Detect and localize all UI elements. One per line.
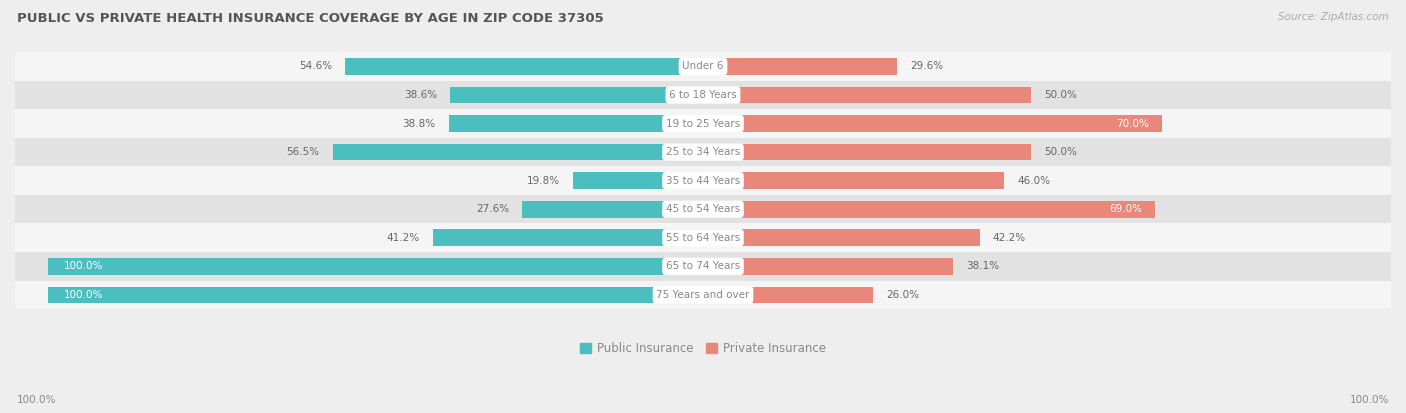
Bar: [15, 195, 1391, 223]
Bar: [574, 172, 703, 189]
Legend: Public Insurance, Private Insurance: Public Insurance, Private Insurance: [575, 337, 831, 360]
Text: 29.6%: 29.6%: [910, 62, 943, 71]
Text: 100.0%: 100.0%: [17, 395, 56, 405]
Bar: [48, 258, 703, 275]
Text: 35 to 44 Years: 35 to 44 Years: [666, 176, 740, 186]
Text: Source: ZipAtlas.com: Source: ZipAtlas.com: [1278, 12, 1389, 22]
Text: 50.0%: 50.0%: [1043, 90, 1077, 100]
Bar: [15, 223, 1391, 252]
Text: 38.1%: 38.1%: [966, 261, 998, 271]
Text: 41.2%: 41.2%: [387, 233, 420, 243]
Bar: [703, 230, 980, 246]
Bar: [48, 287, 703, 303]
Text: 25 to 34 Years: 25 to 34 Years: [666, 147, 740, 157]
Text: 65 to 74 Years: 65 to 74 Years: [666, 261, 740, 271]
Text: 100.0%: 100.0%: [65, 261, 104, 271]
Text: 69.0%: 69.0%: [1109, 204, 1142, 214]
Text: 75 Years and over: 75 Years and over: [657, 290, 749, 300]
Bar: [703, 201, 1156, 218]
Text: 19.8%: 19.8%: [527, 176, 560, 186]
Bar: [15, 252, 1391, 280]
Text: 38.6%: 38.6%: [404, 90, 437, 100]
Bar: [703, 58, 897, 75]
Bar: [703, 172, 1004, 189]
Text: 27.6%: 27.6%: [475, 204, 509, 214]
Bar: [433, 230, 703, 246]
Text: 46.0%: 46.0%: [1018, 176, 1050, 186]
Bar: [333, 144, 703, 160]
Text: 50.0%: 50.0%: [1043, 147, 1077, 157]
Bar: [703, 287, 873, 303]
Bar: [522, 201, 703, 218]
Text: 56.5%: 56.5%: [287, 147, 319, 157]
Text: 45 to 54 Years: 45 to 54 Years: [666, 204, 740, 214]
Bar: [703, 87, 1031, 103]
Bar: [450, 87, 703, 103]
Text: PUBLIC VS PRIVATE HEALTH INSURANCE COVERAGE BY AGE IN ZIP CODE 37305: PUBLIC VS PRIVATE HEALTH INSURANCE COVER…: [17, 12, 603, 25]
Text: 70.0%: 70.0%: [1116, 119, 1149, 128]
Bar: [703, 115, 1161, 132]
Text: 26.0%: 26.0%: [886, 290, 920, 300]
Bar: [15, 52, 1391, 81]
Text: 42.2%: 42.2%: [993, 233, 1026, 243]
Bar: [703, 258, 953, 275]
Bar: [449, 115, 703, 132]
Text: Under 6: Under 6: [682, 62, 724, 71]
Text: 55 to 64 Years: 55 to 64 Years: [666, 233, 740, 243]
Bar: [15, 280, 1391, 309]
Bar: [346, 58, 703, 75]
Text: 100.0%: 100.0%: [65, 290, 104, 300]
Bar: [15, 138, 1391, 166]
Bar: [15, 166, 1391, 195]
Text: 6 to 18 Years: 6 to 18 Years: [669, 90, 737, 100]
Bar: [703, 144, 1031, 160]
Bar: [15, 109, 1391, 138]
Bar: [15, 81, 1391, 109]
Text: 38.8%: 38.8%: [402, 119, 436, 128]
Text: 54.6%: 54.6%: [299, 62, 332, 71]
Text: 100.0%: 100.0%: [1350, 395, 1389, 405]
Text: 19 to 25 Years: 19 to 25 Years: [666, 119, 740, 128]
